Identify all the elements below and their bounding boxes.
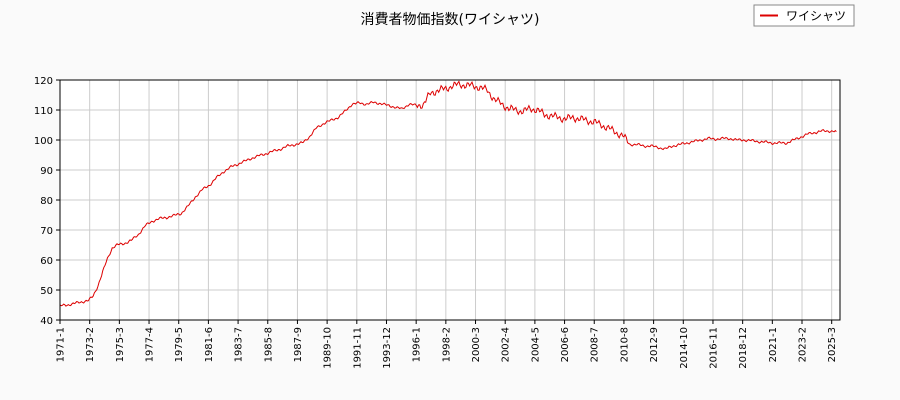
x-tick-label: 1981-6 xyxy=(204,327,215,362)
y-axis: 40 50 60 70 80 90 100 110 120 xyxy=(34,76,60,327)
y-tick-label: 40 xyxy=(40,316,53,327)
series-line-wishirt xyxy=(59,80,837,307)
x-tick-label: 2012-9 xyxy=(649,327,660,362)
y-tick-label: 120 xyxy=(34,76,53,87)
x-tick-label: 1989-10 xyxy=(323,327,334,369)
x-tick-label: 2008-7 xyxy=(590,327,601,362)
y-tick-label: 50 xyxy=(40,286,53,297)
legend-box xyxy=(753,4,855,27)
x-tick-label: 1975-3 xyxy=(115,327,126,362)
x-tick-label: 1993-12 xyxy=(382,327,393,369)
x-tick-label: 2025-3 xyxy=(827,327,838,362)
x-tick-label: 1987-9 xyxy=(293,327,304,362)
x-tick-label: 2016-11 xyxy=(708,327,719,369)
x-tick-label: 2023-2 xyxy=(798,327,809,362)
x-tick-label: 2021-1 xyxy=(768,327,779,362)
plot-frame xyxy=(59,79,841,321)
x-tick-label: 2014-10 xyxy=(679,327,690,369)
x-tick-label: 1977-4 xyxy=(145,327,156,362)
chart-title: 消費者物価指数(ワイシャツ) xyxy=(361,12,540,28)
x-tick-label: 2006-6 xyxy=(560,327,571,362)
y-tick-label: 80 xyxy=(40,196,53,207)
x-axis: 1971-1 1973-2 1975-3 1977-4 1979-5 1981-6 1983… xyxy=(56,320,838,369)
x-tick-label: 2000-3 xyxy=(471,327,482,362)
y-tick-label: 110 xyxy=(34,106,53,117)
x-tick-label: 2004-5 xyxy=(530,327,541,362)
x-tick-label: 1998-2 xyxy=(441,327,452,362)
x-tick-label: 2002-4 xyxy=(501,327,512,362)
x-tick-label: 1971-1 xyxy=(56,327,67,362)
x-tick-label: 2018-12 xyxy=(738,327,749,369)
x-tick-label: 2010-8 xyxy=(619,327,630,362)
y-tick-label: 60 xyxy=(40,256,53,267)
x-tick-label: 1996-1 xyxy=(412,327,423,362)
y-tick-label: 70 xyxy=(40,226,53,237)
x-tick-label: 1983-7 xyxy=(234,327,245,362)
x-tick-label: 1991-11 xyxy=(352,327,363,369)
x-tick-label: 1985-8 xyxy=(263,327,274,362)
y-tick-label: 100 xyxy=(34,136,53,147)
legend: ワイシャツ xyxy=(753,4,855,27)
x-tick-label: 1979-5 xyxy=(174,327,185,362)
legend-series-label: ワイシャツ xyxy=(786,9,846,23)
x-tick-label: 1973-2 xyxy=(85,327,96,362)
y-tick-label: 90 xyxy=(40,166,53,177)
